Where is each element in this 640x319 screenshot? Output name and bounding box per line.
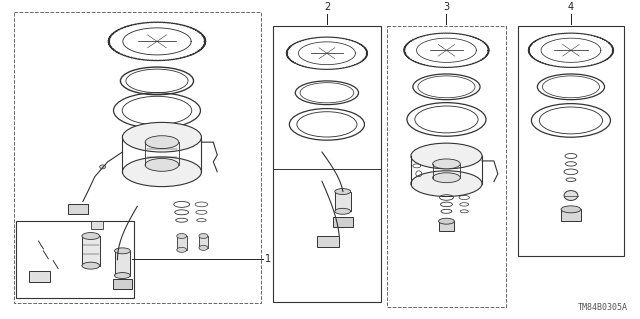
Text: 3: 3 [444, 2, 449, 12]
Bar [68, 204, 88, 214]
Ellipse shape [145, 136, 179, 149]
Text: 2: 2 [324, 2, 330, 12]
Ellipse shape [82, 233, 100, 240]
Ellipse shape [122, 122, 202, 152]
Bar [29, 271, 51, 282]
Ellipse shape [433, 159, 460, 169]
Bar [561, 209, 581, 221]
Bar [333, 217, 353, 227]
Ellipse shape [115, 248, 131, 254]
Ellipse shape [199, 245, 208, 250]
Text: TM84B0305A: TM84B0305A [579, 303, 628, 312]
Bar [438, 221, 454, 231]
Ellipse shape [82, 262, 100, 269]
Bar [82, 236, 100, 266]
Ellipse shape [177, 247, 187, 252]
Ellipse shape [145, 159, 179, 171]
Ellipse shape [335, 208, 351, 214]
Ellipse shape [122, 157, 202, 187]
Bar [113, 279, 132, 289]
Ellipse shape [100, 165, 106, 169]
Ellipse shape [115, 272, 131, 278]
Ellipse shape [411, 171, 482, 197]
Ellipse shape [335, 189, 351, 195]
Ellipse shape [433, 173, 460, 183]
Ellipse shape [177, 234, 187, 239]
Bar [177, 236, 187, 250]
Bar [199, 236, 208, 248]
Ellipse shape [199, 234, 208, 239]
Bar [317, 236, 339, 248]
Ellipse shape [561, 206, 581, 213]
Text: 1: 1 [265, 254, 271, 264]
Ellipse shape [438, 218, 454, 224]
Ellipse shape [411, 143, 482, 169]
Bar [335, 191, 351, 211]
Ellipse shape [564, 190, 578, 200]
Text: 4: 4 [568, 2, 574, 12]
Bar [115, 251, 131, 276]
Bar [91, 221, 102, 229]
